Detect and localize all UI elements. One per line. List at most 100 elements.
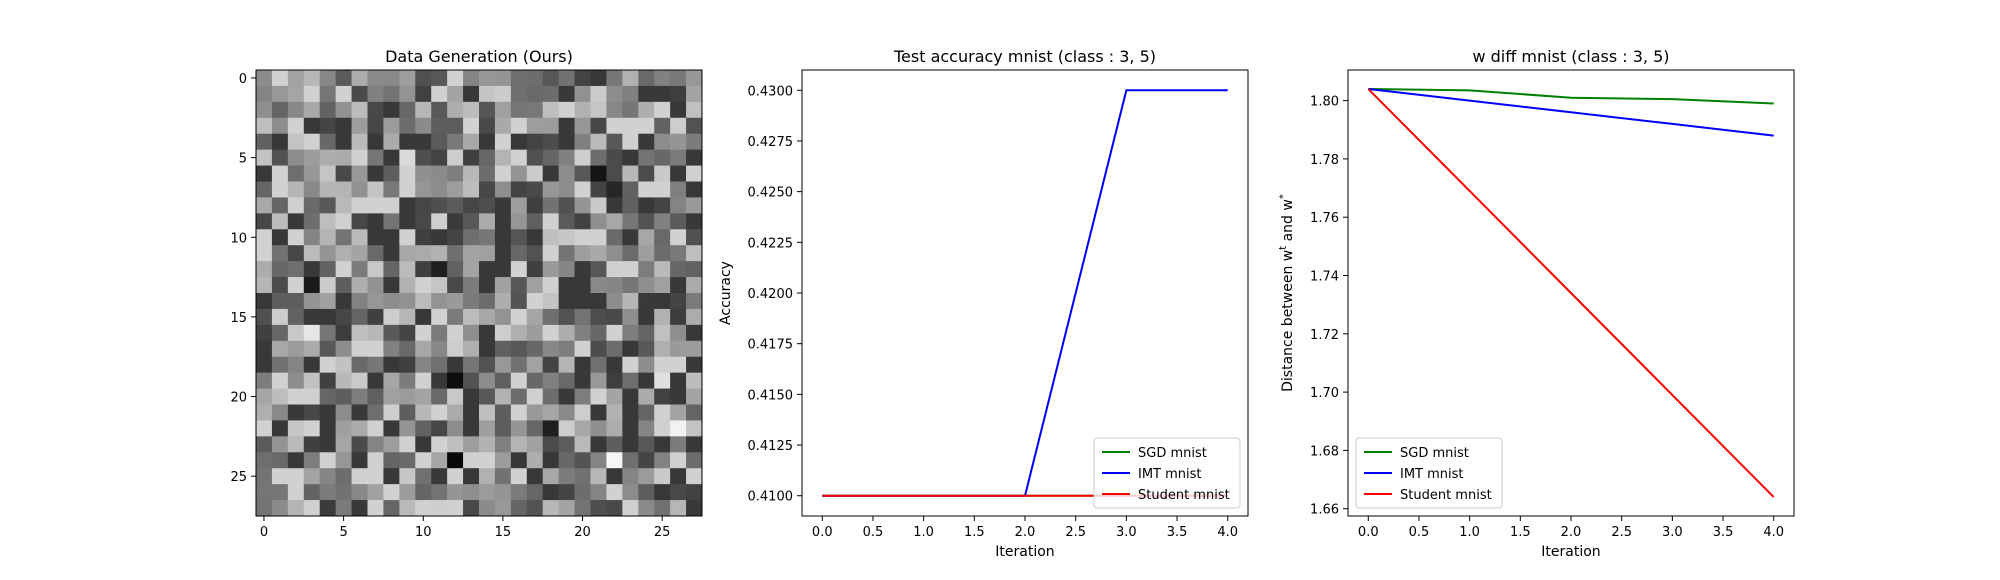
heatmap-cell (622, 197, 639, 214)
heatmap-cell (367, 117, 384, 135)
heatmap-cell (431, 500, 448, 517)
heatmap-cell (542, 293, 560, 310)
heatmap-cell (431, 420, 448, 437)
heatmap-cell (431, 70, 448, 87)
heatmap-cell (510, 117, 528, 135)
heatmap-cell (431, 197, 448, 214)
heatmap-cell (574, 277, 591, 294)
heatmap-cell (494, 484, 512, 501)
heatmap-cell (558, 404, 575, 421)
heatmap-cell (558, 500, 575, 517)
heatmap-cell (335, 70, 352, 87)
heatmap-cell (256, 85, 273, 103)
heatmap-cell (335, 229, 352, 246)
heatmap-cell (574, 197, 591, 214)
heatmap-cell (590, 117, 607, 135)
heatmap-cell (351, 261, 368, 278)
heatmap-cell (479, 197, 496, 214)
heatmap-cell (510, 484, 528, 501)
heatmap-cell (622, 149, 639, 166)
heatmap-cell (351, 404, 368, 421)
heatmap-cell (479, 213, 496, 230)
heatmap-cell (574, 388, 591, 405)
heatmap-cell (287, 404, 305, 421)
x-tick-label: 2.5 (1065, 525, 1086, 540)
heatmap-cell (654, 420, 671, 437)
heatmap-cell (622, 181, 639, 198)
heatmap-cell (479, 70, 496, 87)
legend-box (1093, 437, 1241, 509)
x-tick-label: 15 (495, 525, 512, 540)
heatmap-cell (542, 197, 560, 214)
heatmap-cell (383, 293, 400, 310)
heatmap-cell (287, 85, 305, 103)
heatmap-cell (271, 500, 289, 517)
heatmap-cell (256, 468, 273, 485)
heatmap-cell (574, 101, 591, 119)
heatmap-cell (447, 293, 464, 310)
heatmap-cell (542, 149, 560, 166)
heatmap-cell (367, 388, 384, 405)
heatmap-cell (622, 468, 639, 485)
heatmap-cell (367, 420, 384, 437)
heatmap-cell (606, 436, 623, 453)
heatmap-cell (670, 213, 687, 230)
heatmap-cell (574, 308, 591, 326)
heatmap-cell (494, 85, 512, 103)
heatmap-cell (367, 356, 384, 374)
heatmap-cell (463, 101, 480, 119)
wdiff-frame (1347, 69, 1795, 517)
heatmap-cell (542, 213, 560, 230)
heatmap-cell (526, 261, 544, 278)
heatmap-title: Data Generation (Ours) (385, 47, 573, 66)
heatmap-cell (574, 85, 591, 103)
heatmap-cell (383, 101, 400, 119)
heatmap-cell (415, 293, 432, 310)
heatmap-cell (319, 372, 337, 389)
heatmap-cell (686, 500, 703, 517)
heatmap-cell (383, 245, 400, 262)
heatmap-cell (383, 372, 400, 389)
heatmap-cell (271, 197, 289, 214)
wdiff-panel: w diff mnist (class : 3, 5) 0.0 0.5 1.0 1.5… (1278, 47, 1795, 560)
heatmap-cell (606, 245, 623, 262)
heatmap-cell (622, 101, 639, 119)
heatmap-cell (399, 293, 416, 310)
heatmap-cell (431, 468, 448, 485)
heatmap-cell (638, 340, 655, 358)
heatmap-cell (415, 70, 432, 87)
heatmap-cell (479, 293, 496, 310)
heatmap-cell (335, 500, 352, 517)
heatmap-cell (686, 420, 703, 437)
heatmap-cell (574, 293, 591, 310)
heatmap-cell (638, 229, 655, 246)
heatmap-cell (590, 388, 607, 405)
y-tick-label: 0.4175 (748, 338, 794, 353)
heatmap-cell (447, 149, 464, 166)
heatmap-cell (590, 404, 607, 421)
heatmap-cell (447, 229, 464, 246)
heatmap-cell (256, 340, 273, 358)
y-tick-label: 0.4225 (748, 236, 794, 251)
heatmap-cell (574, 436, 591, 453)
heatmap-cell (526, 85, 544, 103)
heatmap-cell (271, 245, 289, 262)
heatmap-cell (686, 277, 703, 294)
heatmap-cell (638, 324, 655, 342)
heatmap-cell (606, 340, 623, 358)
heatmap-cell (479, 388, 496, 405)
heatmap-cell (367, 293, 384, 310)
heatmap-cell (686, 245, 703, 262)
heatmap-cell (319, 436, 337, 453)
heatmap-cell (415, 388, 432, 405)
x-tick-label: 0.0 (812, 525, 833, 540)
heatmap-cell (670, 356, 687, 374)
heatmap-cell (622, 117, 639, 135)
heatmap-cell (622, 261, 639, 278)
heatmap-cell (463, 197, 480, 214)
heatmap-cell (654, 229, 671, 246)
heatmap-cell (447, 70, 464, 87)
heatmap-cell (383, 452, 400, 469)
heatmap-cell (351, 468, 368, 485)
heatmap-cell (590, 85, 607, 103)
